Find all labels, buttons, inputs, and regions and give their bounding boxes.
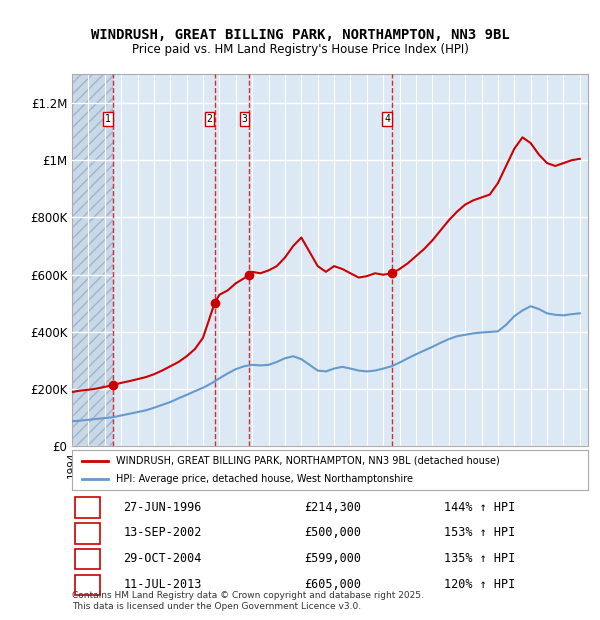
Text: £500,000: £500,000 bbox=[304, 526, 361, 539]
Text: 29-OCT-2004: 29-OCT-2004 bbox=[124, 552, 202, 565]
Text: 11-JUL-2013: 11-JUL-2013 bbox=[124, 578, 202, 591]
Text: 4: 4 bbox=[384, 114, 390, 124]
Text: 135% ↑ HPI: 135% ↑ HPI bbox=[443, 552, 515, 565]
Text: HPI: Average price, detached house, West Northamptonshire: HPI: Average price, detached house, West… bbox=[116, 474, 413, 484]
Bar bbox=[72, 74, 113, 446]
Text: 13-SEP-2002: 13-SEP-2002 bbox=[124, 526, 202, 539]
Text: Contains HM Land Registry data © Crown copyright and database right 2025.
This d: Contains HM Land Registry data © Crown c… bbox=[72, 591, 424, 611]
Text: WINDRUSH, GREAT BILLING PARK, NORTHAMPTON, NN3 9BL (detached house): WINDRUSH, GREAT BILLING PARK, NORTHAMPTO… bbox=[116, 456, 500, 466]
Text: 2: 2 bbox=[84, 526, 91, 539]
Text: 4: 4 bbox=[84, 578, 91, 591]
Text: WINDRUSH, GREAT BILLING PARK, NORTHAMPTON, NN3 9BL: WINDRUSH, GREAT BILLING PARK, NORTHAMPTO… bbox=[91, 28, 509, 42]
Text: 1: 1 bbox=[84, 500, 91, 513]
FancyBboxPatch shape bbox=[74, 523, 100, 544]
Text: £214,300: £214,300 bbox=[304, 500, 361, 513]
Text: 3: 3 bbox=[84, 552, 91, 565]
FancyBboxPatch shape bbox=[74, 575, 100, 595]
FancyBboxPatch shape bbox=[74, 497, 100, 518]
Text: 2: 2 bbox=[206, 114, 212, 124]
FancyBboxPatch shape bbox=[74, 549, 100, 569]
Text: 153% ↑ HPI: 153% ↑ HPI bbox=[443, 526, 515, 539]
Text: 144% ↑ HPI: 144% ↑ HPI bbox=[443, 500, 515, 513]
Text: 1: 1 bbox=[105, 114, 110, 124]
Text: Price paid vs. HM Land Registry's House Price Index (HPI): Price paid vs. HM Land Registry's House … bbox=[131, 43, 469, 56]
Text: 3: 3 bbox=[242, 114, 247, 124]
Text: 27-JUN-1996: 27-JUN-1996 bbox=[124, 500, 202, 513]
Text: 120% ↑ HPI: 120% ↑ HPI bbox=[443, 578, 515, 591]
Text: £605,000: £605,000 bbox=[304, 578, 361, 591]
Text: £599,000: £599,000 bbox=[304, 552, 361, 565]
